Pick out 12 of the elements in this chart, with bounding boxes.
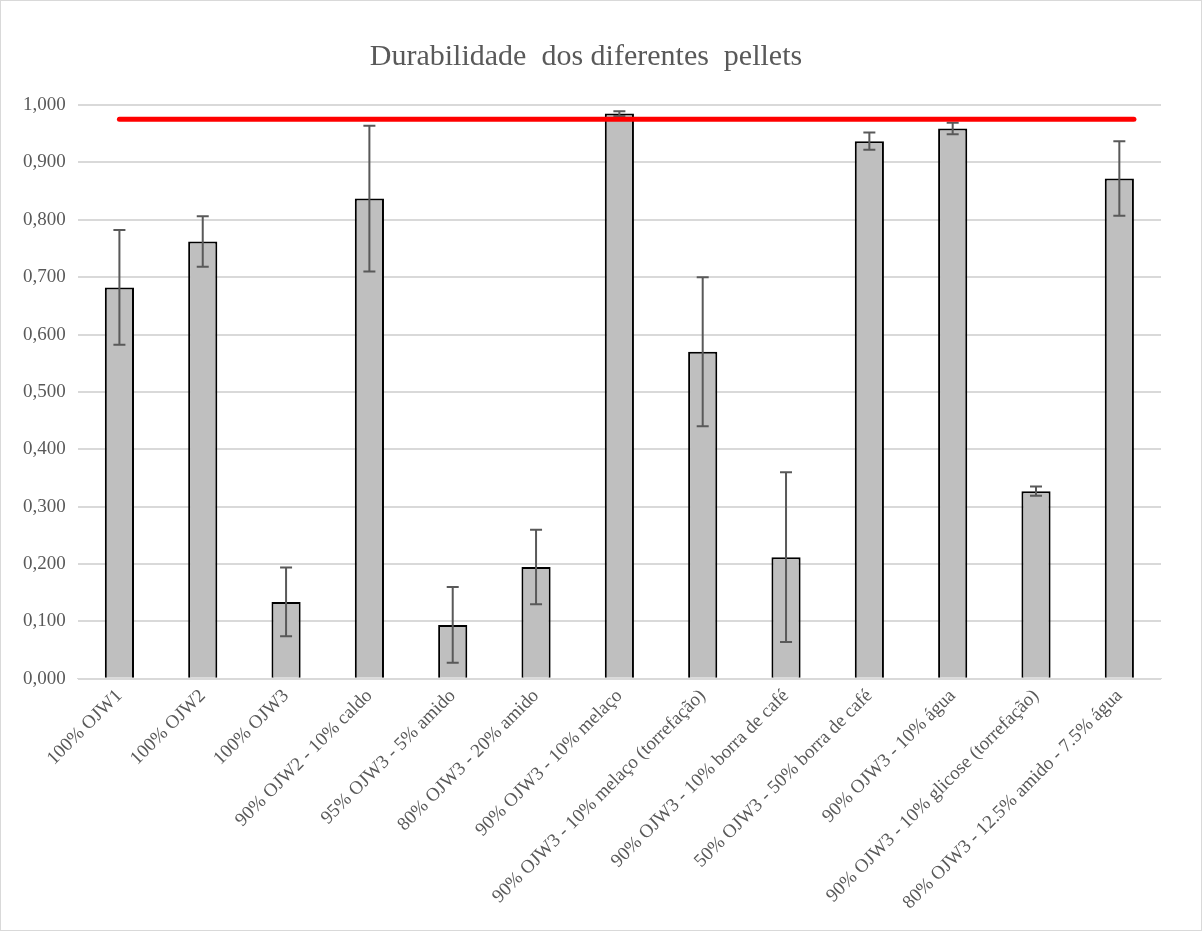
y-tick-label: 0,500 bbox=[23, 379, 66, 401]
y-tick-label: 0,700 bbox=[23, 265, 66, 287]
y-tick-label: 0,600 bbox=[23, 322, 66, 344]
y-tick-label: 0,300 bbox=[23, 494, 66, 516]
y-tick-label: 0,900 bbox=[23, 150, 66, 172]
y-tick-label: 0,800 bbox=[23, 207, 66, 229]
y-tick-label: 0,400 bbox=[23, 437, 66, 459]
y-tick-label: 1,000 bbox=[23, 92, 66, 114]
y-tick-label: 0,000 bbox=[23, 666, 66, 688]
y-tick-label: 0,200 bbox=[23, 552, 66, 574]
y-tick-label: 0,100 bbox=[23, 609, 66, 631]
chart-title: Durabilidade dos diferentes pellets bbox=[369, 37, 803, 71]
